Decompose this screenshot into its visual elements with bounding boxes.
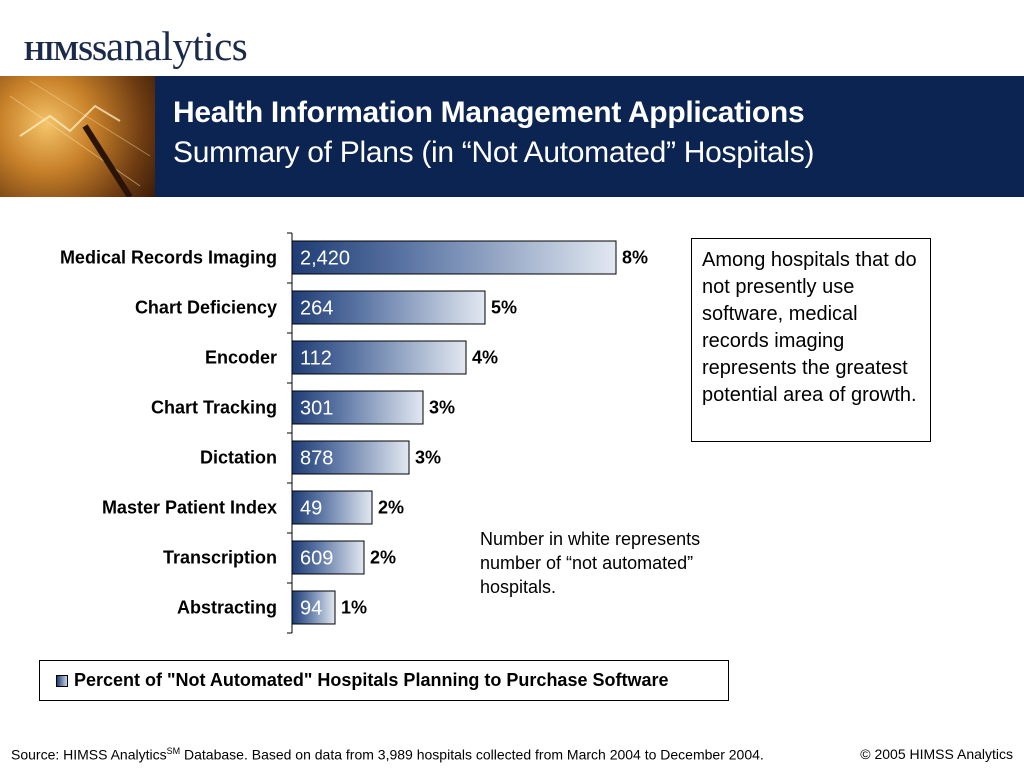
category-label: Medical Records Imaging bbox=[60, 248, 277, 268]
bar bbox=[291, 390, 424, 425]
growth-callout: Among hospitals that do not presently us… bbox=[691, 238, 931, 442]
bar-value-label: 8% bbox=[622, 248, 648, 268]
source-suffix: Database. Based on data from 3,989 hospi… bbox=[180, 746, 764, 763]
source-superscript: SM bbox=[166, 746, 181, 756]
chart-legend: Percent of "Not Automated" Hospitals Pla… bbox=[39, 660, 729, 701]
bar bbox=[291, 590, 336, 625]
bar bbox=[291, 340, 467, 375]
bar bbox=[291, 540, 365, 575]
bar-value-label: 1% bbox=[341, 598, 367, 618]
category-label: Encoder bbox=[205, 348, 277, 368]
title-banner: Health Information Management Applicatio… bbox=[155, 76, 1024, 197]
category-label: Chart Deficiency bbox=[135, 298, 277, 318]
bar-value-label: 3% bbox=[429, 398, 455, 418]
category-label: Dictation bbox=[200, 448, 277, 468]
himss-analytics-logo: HIMSS analytics bbox=[24, 22, 248, 72]
bar-count-label: 609 bbox=[300, 548, 333, 570]
bar-value-label: 4% bbox=[472, 348, 498, 368]
legend-swatch bbox=[56, 674, 68, 687]
bar-count-label: 264 bbox=[300, 298, 333, 320]
category-label: Transcription bbox=[163, 548, 277, 568]
bar-count-label: 112 bbox=[300, 348, 332, 370]
bar bbox=[291, 440, 410, 475]
bar bbox=[291, 240, 617, 275]
bar-count-label: 301 bbox=[300, 398, 333, 420]
category-label: Abstracting bbox=[177, 598, 277, 618]
bar-count-label: 878 bbox=[300, 448, 333, 470]
banner-photo bbox=[0, 76, 155, 197]
source-note: Source: HIMSS AnalyticsSM Database. Base… bbox=[11, 746, 764, 763]
logo-analytics-text: analytics bbox=[106, 23, 248, 69]
bar-value-label: 2% bbox=[378, 498, 404, 518]
page-title: Health Information Management Applicatio… bbox=[173, 96, 805, 129]
bar-count-label: 2,420 bbox=[300, 248, 350, 270]
bar bbox=[291, 490, 373, 525]
bar-value-label: 3% bbox=[415, 448, 441, 468]
callout-text: Among hospitals that do not presently us… bbox=[702, 249, 917, 406]
copyright-note: © 2005 HIMSS Analytics bbox=[860, 746, 1013, 762]
legend-label: Percent of "Not Automated" Hospitals Pla… bbox=[74, 670, 669, 690]
page-subtitle: Summary of Plans (in “Not Automated” Hos… bbox=[173, 136, 815, 169]
bar-count-label: 49 bbox=[300, 498, 322, 520]
bar-value-label: 2% bbox=[370, 548, 396, 568]
bar bbox=[291, 290, 486, 325]
category-label: Chart Tracking bbox=[151, 398, 277, 418]
chart-photo-icon bbox=[9, 80, 151, 197]
category-label: Master Patient Index bbox=[102, 498, 277, 518]
bar-chart: Medical Records Imaging 2,420 8% Chart Defi… bbox=[60, 232, 648, 634]
logo-himss-text: HIMSS bbox=[24, 36, 107, 66]
bar-value-label: 5% bbox=[491, 298, 517, 318]
bar-count-label: 94 bbox=[300, 598, 322, 620]
inner-number-note: Number in white represents number of “no… bbox=[480, 529, 701, 597]
source-prefix: Source: HIMSS Analytics bbox=[11, 746, 167, 763]
